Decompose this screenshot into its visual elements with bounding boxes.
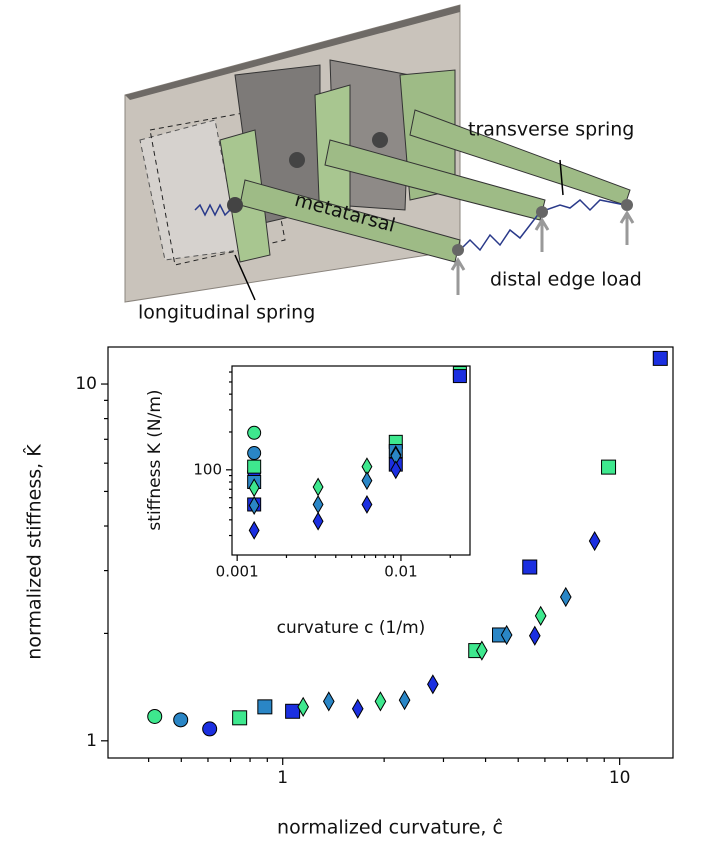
label: distal edge load [490,269,642,291]
point [247,425,262,440]
point [322,691,335,712]
point [232,710,248,726]
y-tick-label: 100 [193,460,222,478]
point [601,459,617,475]
point [248,520,260,540]
y-tick-label: 10 [75,374,97,394]
point [173,712,189,728]
point [534,605,547,626]
point [398,690,411,711]
point [285,703,301,719]
point [528,625,541,646]
point [427,674,439,695]
point [312,477,324,497]
x-tick-label: 1 [277,768,288,788]
bolt [289,152,305,168]
point [588,530,601,552]
point [361,471,373,491]
point [452,369,467,384]
label: transverse spring [468,119,634,141]
point [257,699,273,715]
bolt [372,132,388,148]
plot-area [107,346,674,759]
load-point [621,199,633,211]
point [147,708,163,724]
point [247,459,262,474]
x-axis-title: curvature c (1/m) [277,618,426,638]
load-point [452,244,464,256]
x-axis-title: normalized curvature, ĉ [277,817,503,839]
wall-edge [125,5,460,100]
point [476,640,488,661]
point [248,496,260,515]
point [312,511,324,531]
leader-lines [234,159,564,301]
load-point [536,206,548,218]
beam [239,179,461,263]
chart: 0.001 0.01 100 curvature c (1/m) stiffness K… [145,365,471,638]
load-arrows [450,210,635,295]
y-axis-title: normalized stiffness, K̂ [23,444,45,660]
point [500,624,513,646]
chart: 1 10 1 10 normalized curvature, ĉ normalized … [23,346,674,839]
y-tick-label: 1 [86,731,97,751]
beam [324,139,546,221]
bolt [227,197,243,213]
point [202,721,218,737]
point [390,460,402,480]
point [559,586,572,608]
x-tick-label: 0.001 [216,563,259,581]
ghost-outline [149,109,286,266]
x-tick-label: 10 [609,768,631,788]
point [652,350,668,366]
x-tick-label: 0.01 [384,563,417,581]
point [351,698,364,719]
label: longitudinal spring [138,302,315,324]
point [522,559,538,575]
point [247,446,262,461]
point [312,495,324,514]
spring [459,198,626,252]
plot-area [231,365,471,556]
illustration: transverse spring metatarsal distal edge… [124,4,642,324]
point [374,691,387,712]
point [361,495,373,514]
spring [194,203,231,217]
y-axis-title: stiffness K (N/m) [145,389,165,530]
point [297,696,309,717]
